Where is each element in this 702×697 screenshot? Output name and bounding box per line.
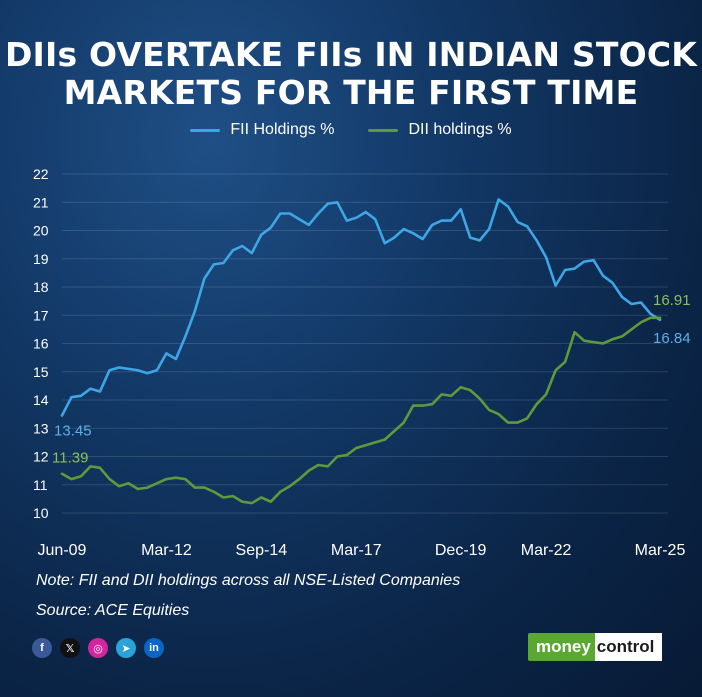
- y-tick-label: 19: [33, 251, 49, 267]
- telegram-icon[interactable]: ➤: [116, 638, 136, 658]
- chart-title: DIIs OVERTAKE FIIs IN INDIAN STOCK MARKE…: [0, 36, 702, 112]
- fii-end-label: 16.84: [653, 330, 691, 347]
- x-tick-label: Mar-17: [331, 542, 382, 559]
- y-tick-label: 21: [33, 194, 49, 210]
- y-tick-label: 12: [33, 449, 49, 465]
- legend-item-fii: FII Holdings %: [190, 121, 334, 139]
- dii-end-label: 16.91: [653, 292, 691, 309]
- y-tick-label: 14: [33, 392, 49, 408]
- y-tick-label: 13: [33, 420, 49, 436]
- x-tick-label: Jun-09: [38, 542, 87, 559]
- legend-swatch-dii: [368, 128, 399, 132]
- y-tick-label: 11: [33, 477, 48, 493]
- legend-item-dii: DII holdings %: [368, 121, 512, 139]
- logo-part-money: money: [528, 633, 595, 661]
- fii-start-label: 13.45: [54, 423, 92, 440]
- y-tick-label: 17: [33, 307, 49, 323]
- legend-label-fii: FII Holdings %: [230, 121, 335, 138]
- y-tick-label: 18: [33, 279, 49, 295]
- facebook-icon[interactable]: f: [32, 638, 52, 658]
- y-tick-label: 20: [33, 223, 49, 239]
- source-note: Source: ACE Equities: [36, 602, 190, 619]
- y-tick-label: 15: [33, 364, 49, 380]
- x-tick-label: Mar-25: [635, 542, 686, 559]
- instagram-icon[interactable]: ◎: [88, 638, 108, 658]
- title-line-2: MARKETS FOR THE FIRST TIME: [63, 73, 639, 112]
- moneycontrol-logo: money control: [528, 633, 666, 661]
- social-icons: f 𝕏 ◎ ➤ in: [32, 638, 164, 658]
- x-tick-label: Mar-12: [141, 542, 192, 559]
- logo-part-control: control: [594, 633, 663, 661]
- x-tick-label: Mar-22: [521, 542, 572, 559]
- linkedin-icon[interactable]: in: [144, 638, 164, 658]
- y-tick-label: 16: [33, 336, 49, 352]
- legend-label-dii: DII holdings %: [408, 121, 512, 138]
- footnote: Note: FII and DII holdings across all NS…: [36, 572, 461, 589]
- y-tick-label: 22: [33, 166, 49, 182]
- dii-line: [60, 316, 662, 505]
- x-icon[interactable]: 𝕏: [60, 638, 80, 658]
- legend: FII Holdings % DII holdings %: [0, 121, 702, 139]
- dii-start-label: 11.39: [52, 450, 88, 467]
- x-tick-label: Sep-14: [236, 542, 288, 559]
- legend-swatch-fii: [190, 128, 221, 132]
- title-line-1: DIIs OVERTAKE FIIs IN INDIAN STOCK: [4, 35, 698, 74]
- x-tick-label: Dec-19: [435, 542, 487, 559]
- fii-line: [60, 198, 662, 417]
- y-tick-label: 10: [33, 505, 49, 521]
